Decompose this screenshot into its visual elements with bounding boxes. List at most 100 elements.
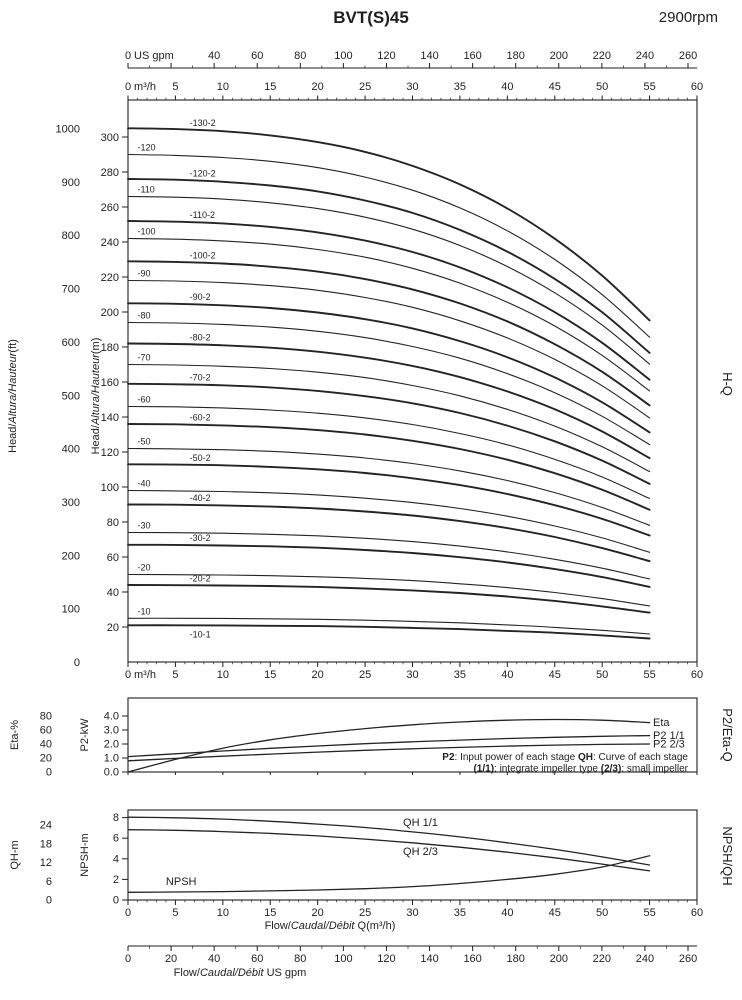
p2-tick-label: 2.0 [104, 739, 119, 751]
gpm-top-tick-label: 100 [334, 50, 352, 62]
head-m-tick-label: 180 [101, 342, 119, 354]
npsh-tick-label: 4 [113, 853, 119, 865]
head-ft-tick-label: 900 [62, 177, 80, 189]
head-ft-tick-label: 800 [62, 230, 80, 242]
p2-tick-label: 1.0 [104, 753, 119, 765]
hq-curve--20-2 [127, 584, 651, 614]
qh-23-label: QH 2/3 [403, 846, 438, 858]
eta-tick-label: 0 [46, 767, 52, 779]
m3h-bottom-tick-label: 20 [312, 669, 324, 681]
hq-curve-label--20-2: -20-2 [190, 573, 211, 583]
m3h-top-tick-label: 0 [125, 81, 131, 93]
flow-x-tick-label: 60 [691, 907, 703, 919]
npsh-tick-label: 2 [113, 874, 119, 886]
m3h-top-tick-label: 45 [549, 81, 561, 93]
hq-curve--50 [127, 447, 651, 526]
head-m-tick-label: 200 [101, 307, 119, 319]
m3h-top-tick-label: 50 [596, 81, 608, 93]
gpm-top-unit-label: US gpm [134, 50, 174, 62]
hq-curve-label--30-2: -30-2 [190, 533, 211, 543]
gpm-top-tick-label: 0 [125, 50, 131, 62]
gpm-bottom-tick-label: 180 [507, 953, 525, 965]
hq-curve--20 [127, 573, 651, 607]
p2-tick-label: 3.0 [104, 725, 119, 737]
gpm-top-tick-label: 240 [636, 50, 654, 62]
qh-11-label: QH 1/1 [403, 817, 438, 829]
hq-curve--40-2 [127, 503, 651, 563]
flow-x-tick-label: 5 [172, 907, 178, 919]
gpm-bottom-tick-label: 120 [377, 953, 395, 965]
hq-curve-label--110-2: -110-2 [190, 210, 215, 220]
gpm-bottom-tick-label: 240 [636, 953, 654, 965]
hq-curve-label--90-2: -90-2 [190, 292, 211, 302]
qh-tick-label: 24 [40, 820, 52, 832]
m3h-top-tick-label: 35 [454, 81, 466, 93]
hq-curve-label--100: -100 [137, 227, 155, 237]
p2-tick-label: 0.0 [104, 767, 119, 779]
flow-x-tick-label: 40 [501, 907, 513, 919]
gpm-bottom-tick-label: 40 [208, 953, 220, 965]
hq-curve-label--50: -50 [137, 437, 150, 447]
head-ft-tick-label: 600 [62, 337, 80, 349]
qh-tick-label: 12 [40, 857, 52, 869]
m3h-top-tick-label: 15 [264, 81, 276, 93]
m3h-top-tick-label: 40 [501, 81, 513, 93]
head-ft-tick-label: 700 [62, 284, 80, 296]
p2-tick-label: 4.0 [104, 711, 119, 723]
hq-curve-label--50-2: -50-2 [190, 453, 211, 463]
head-m-tick-label: 80 [107, 517, 119, 529]
eta-tick-label: 40 [40, 739, 52, 751]
eta-tick-label: 60 [40, 725, 52, 737]
flow-x-tick-label: 30 [406, 907, 418, 919]
npsh-chart-curve-QH-2-3 [127, 829, 651, 872]
hq-curve--120 [127, 153, 651, 338]
hq-curve-label--80-2: -80-2 [190, 332, 211, 342]
hq-curve-label--80: -80 [137, 311, 150, 321]
hq-curve--10-1 [127, 624, 651, 640]
gpm-bottom-tick-label: 0 [125, 953, 131, 965]
m3h-top-tick-label: 10 [217, 81, 229, 93]
head-m-axis-title: Head/Altura/Hauteur(m) [90, 338, 102, 455]
npsh-side-label: NPSH/QH [720, 826, 735, 885]
p2-axis-title: P2-kW [79, 718, 91, 752]
eta-tick-label: 80 [40, 711, 52, 723]
gpm-bottom-tick-label: 20 [165, 953, 177, 965]
flow-x-tick-label: 45 [549, 907, 561, 919]
hq-curve--90 [127, 279, 651, 419]
flow-m3h-axis-title: Flow/Caudal/Débit Q(m³/h) [265, 920, 396, 932]
power-curve-label-P2-2-3: P2 2/3 [653, 739, 685, 751]
hq-curve--60 [127, 405, 651, 500]
hq-curve--50-2 [127, 463, 651, 537]
hq-curve-label--60: -60 [137, 395, 150, 405]
hq-curve--120-2 [127, 178, 651, 354]
flow-x-tick-label: 25 [359, 907, 371, 919]
head-m-tick-label: 100 [101, 482, 119, 494]
head-ft-tick-label: 200 [62, 550, 80, 562]
eta-tick-label: 20 [40, 753, 52, 765]
hq-curve-label--70-2: -70-2 [190, 373, 211, 383]
hq-curve-label--60-2: -60-2 [190, 413, 211, 423]
npsh-tick-label: 8 [113, 812, 119, 824]
head-m-tick-label: 240 [101, 237, 119, 249]
flow-x-tick-label: 0 [125, 907, 131, 919]
hq-curve-label--30: -30 [137, 521, 150, 531]
gpm-top-tick-label: 220 [593, 50, 611, 62]
gpm-bottom-tick-label: 260 [679, 953, 697, 965]
hq-curve--110 [127, 195, 651, 365]
hq-curve--30 [127, 531, 651, 580]
hq-curve-label--90: -90 [137, 269, 150, 279]
gpm-top-tick-label: 160 [463, 50, 481, 62]
hq-curve--10 [127, 617, 651, 635]
hq-curve--40 [127, 489, 651, 553]
npsh-label: NPSH [166, 876, 197, 888]
flow-x-tick-label: 35 [454, 907, 466, 919]
gpm-top-tick-label: 40 [208, 50, 220, 62]
eta-axis-title: Eta-% [9, 720, 21, 750]
hq-curve--60-2 [127, 423, 651, 511]
flow-x-tick-label: 50 [596, 907, 608, 919]
head-ft-tick-label: 400 [62, 444, 80, 456]
flow-x-tick-label: 20 [312, 907, 324, 919]
npsh-axis-title: NPSH-m [79, 833, 91, 876]
qh-axis-title: QH-m [9, 840, 21, 869]
power-curve-label-Eta: Eta [653, 717, 670, 729]
